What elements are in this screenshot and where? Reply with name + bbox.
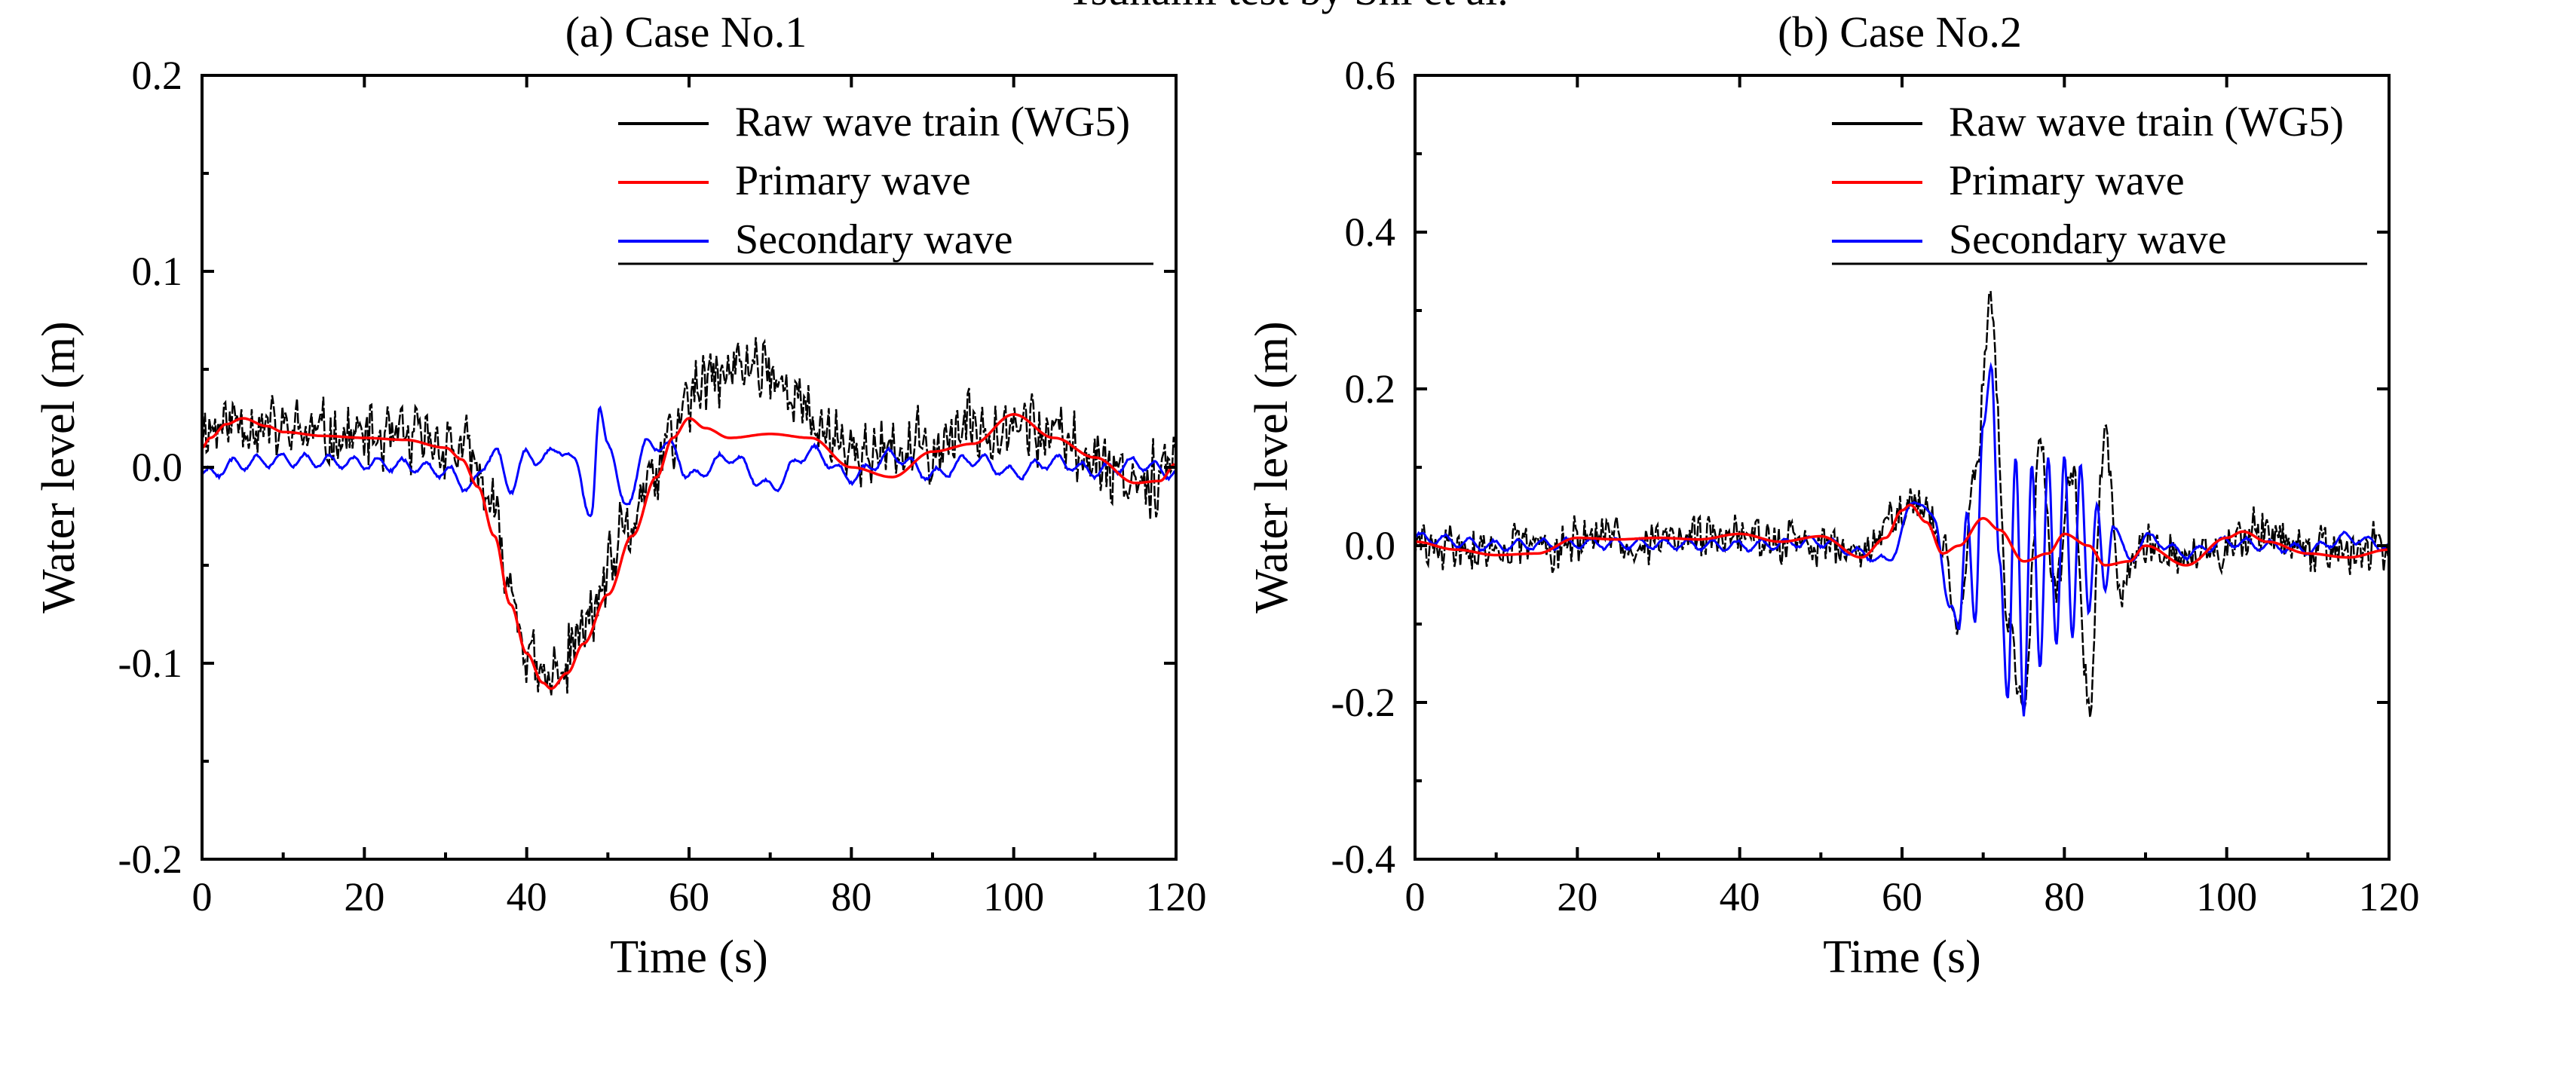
chart-panel-b: (b) Case No.2 0 20 40 60 80 100 120 -0.4 -0.2 0.0 0… [1246, 8, 2420, 983]
y-tick-label: 0.2 [132, 53, 183, 98]
x-tick-label: 60 [1882, 874, 1922, 919]
x-tick-label: 60 [669, 874, 709, 919]
legend-entry: Primary wave [1949, 158, 2185, 204]
plot-area [1415, 290, 2389, 718]
y-tick-label: 0.4 [1345, 210, 1396, 255]
y-tick-label: -0.2 [1331, 680, 1395, 725]
y-tick-label: 0.6 [1345, 53, 1396, 98]
legend-entry: Primary wave [735, 158, 971, 204]
x-tick-label: 120 [1146, 874, 1207, 919]
x-tick-label: 20 [344, 874, 384, 919]
series-line-raw-wave-train [1415, 290, 2389, 718]
x-tick-label: 80 [831, 874, 871, 919]
chart-title: (b) Case No.2 [1778, 8, 2022, 57]
y-tick-label: 0.2 [1345, 366, 1396, 412]
legend: Raw wave train (WG5) Primary wave Secondar… [1832, 99, 2367, 265]
legend: Raw wave train (WG5) Primary wave Secondar… [618, 99, 1153, 265]
plot-area [202, 337, 1176, 696]
y-tick-label: -0.2 [118, 837, 182, 882]
y-tick-label: -0.4 [1331, 837, 1395, 882]
chart-panel-a: (a) Case No.1 0 20 40 60 80 100 120 -0.2 -0.1 0.0 0… [33, 8, 1207, 983]
legend-entry: Raw wave train (WG5) [735, 99, 1130, 145]
x-axis-label: Time (s) [1823, 932, 1981, 983]
figure-top-label: Tsunami test by Shi et al. [1067, 0, 1509, 14]
series-line-primary-wave [1415, 503, 2388, 567]
x-tick-label: 40 [1720, 874, 1760, 919]
x-tick-label: 100 [2196, 874, 2257, 919]
y-tick-label: 0.0 [1345, 523, 1396, 568]
series-line-raw-wave-train [202, 337, 1176, 696]
x-tick-label: 20 [1557, 874, 1597, 919]
legend-entry: Raw wave train (WG5) [1949, 99, 2344, 145]
y-tick-label: -0.1 [118, 641, 182, 686]
legend-entry: Secondary wave [735, 216, 1013, 263]
x-tick-label: 0 [1405, 874, 1426, 919]
x-axis-label: Time (s) [610, 932, 768, 983]
series-line-secondary-wave [202, 405, 1176, 518]
plot-frame [1414, 74, 2391, 861]
chart-title: (a) Case No.1 [565, 8, 807, 57]
y-axis-label: Water level (m) [33, 321, 84, 613]
y-tick-label: 0.0 [132, 445, 183, 490]
y-axis-label: Water level (m) [1246, 321, 1297, 613]
x-tick-label: 120 [2359, 874, 2420, 919]
x-tick-label: 80 [2044, 874, 2084, 919]
x-tick-label: 100 [983, 874, 1044, 919]
series-line-primary-wave [202, 413, 1175, 690]
y-tick-label: 0.1 [132, 249, 183, 294]
x-tick-label: 0 [192, 874, 213, 919]
legend-entry: Secondary wave [1949, 216, 2227, 263]
x-tick-label: 40 [507, 874, 547, 919]
